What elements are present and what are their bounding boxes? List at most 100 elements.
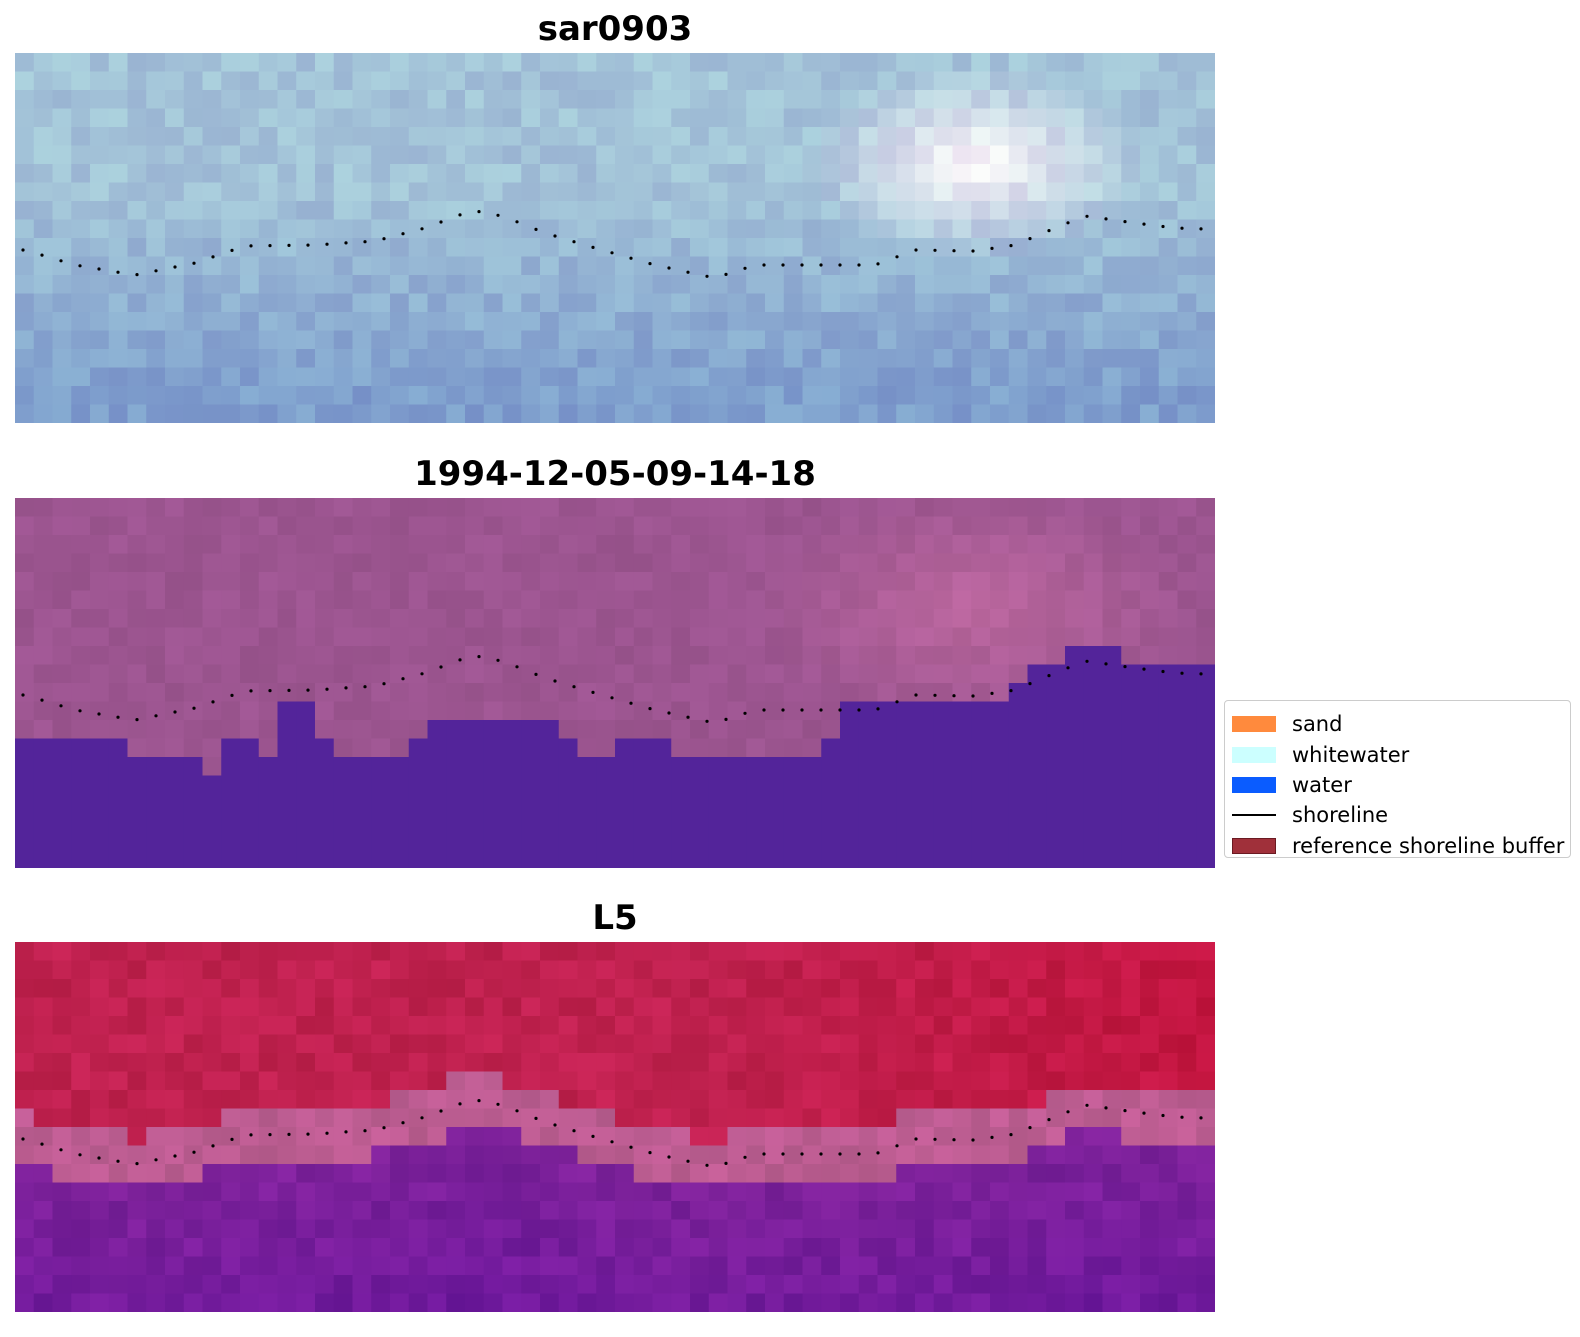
pixel-cell [1196,404,1215,423]
pixel-cell [1027,108,1047,128]
pixel-cell [540,1016,560,1036]
pixel-cell [296,1164,316,1184]
shoreline-point [534,1116,538,1120]
pixel-cell [952,812,972,832]
pixel-cell [446,164,466,184]
pixel-cell [783,683,804,703]
pixel-cell [352,757,372,777]
pixel-cell [1140,238,1160,258]
pixel-cell [15,1127,35,1147]
pixel-cell [33,367,54,387]
pixel-cell [240,219,260,239]
pixel-cell [502,1071,522,1091]
pixel-cell [1065,590,1085,610]
pixel-cell [465,293,485,313]
pixel-cell [502,590,522,610]
pixel-cell [821,609,841,629]
pixel-cell [540,720,560,740]
pixel-cell [615,1108,635,1128]
pixel-cell [633,71,654,91]
pixel-cell [765,201,785,221]
pixel-cell [108,516,129,536]
pixel-cell [577,1016,597,1036]
pixel-cell [1008,1108,1029,1128]
pixel-cell [727,1238,747,1258]
pixel-cell [765,720,785,740]
pixel-cell [821,404,841,423]
pixel-cell [952,516,972,536]
pixel-cell [315,219,335,239]
pixel-cell [221,609,241,629]
pixel-cell [952,404,972,423]
pixel-cell [933,646,954,666]
pixel-cell [33,330,54,350]
pixel-cell [577,1219,597,1239]
pixel-cell [671,609,691,629]
shoreline-point [1199,1116,1203,1120]
pixel-cell [371,367,391,387]
pixel-cell [1121,293,1141,313]
pixel-cell [1027,1053,1047,1073]
pixel-cell [652,979,672,999]
pixel-cell [221,90,241,110]
pixel-cell [483,535,504,555]
pixel-cell [877,404,897,423]
pixel-cell [802,1293,822,1312]
pixel-cell [296,590,316,610]
pixel-cell [896,1182,916,1202]
pixel-cell [802,664,822,684]
pixel-cell [483,627,504,647]
pixel-cell [483,738,504,758]
pixel-cell [577,609,597,629]
pixel-cell [952,627,972,647]
pixel-cell [727,849,747,868]
pixel-cell [1140,609,1160,629]
pixel-cell [221,1293,241,1312]
pixel-cell [821,275,841,295]
pixel-cell [315,997,335,1017]
pixel-cell [915,1182,935,1202]
pixel-cell [765,53,785,73]
pixel-cell [1046,1293,1066,1312]
pixel-cell [502,275,522,295]
pixel-cell [71,312,91,332]
pixel-cell [15,312,35,332]
pixel-cell [90,979,110,999]
pixel-cell [652,53,672,73]
pixel-cell [333,1090,354,1110]
pixel-cell [427,367,447,387]
shoreline-point [895,700,899,704]
pixel-cell [483,90,504,110]
pixel-cell [1083,404,1104,423]
pixel-cell [802,720,822,740]
pixel-cell [1065,720,1085,740]
pixel-cell [1102,812,1122,832]
pixel-cell [577,1238,597,1258]
pixel-cell [915,960,935,980]
pixel-cell [765,404,785,423]
pixel-cell [52,1293,72,1312]
pixel-cell [877,553,897,573]
shoreline-point [135,718,139,722]
pixel-cell [1140,53,1160,73]
pixel-cell [1140,1275,1160,1295]
pixel-cell [1008,219,1029,239]
pixel-cell [333,53,354,73]
pixel-cell [502,145,522,165]
pixel-cell [990,516,1010,536]
pixel-cell [1065,572,1085,592]
pixel-cell [1102,516,1122,536]
pixel-cell [952,1182,972,1202]
pixel-cell [277,664,297,684]
pixel-cell [633,1201,654,1221]
pixel-cell [746,1071,766,1091]
pixel-cell [240,1034,260,1054]
legend-swatch-reference-buffer [1232,837,1276,854]
pixel-cell [146,219,166,239]
pixel-cell [1177,627,1197,647]
pixel-cell [1008,812,1029,832]
pixel-cell [15,1256,35,1276]
pixel-cell [952,127,972,147]
pixel-cell [521,367,541,387]
pixel-cell [1177,1219,1197,1239]
